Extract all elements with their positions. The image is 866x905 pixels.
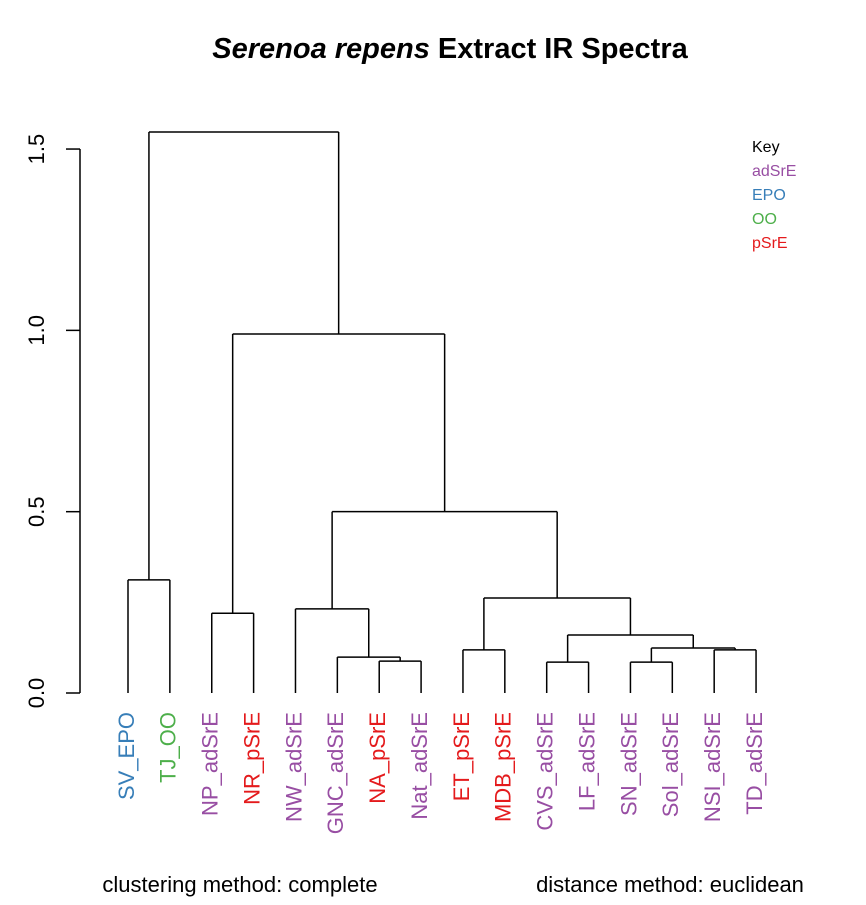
title-italic: Serenoa repens xyxy=(212,33,430,65)
key-title: Key xyxy=(752,139,780,156)
leaf-label: NP_adSrE xyxy=(198,712,223,816)
leaf-label: ET_pSrE xyxy=(449,712,474,801)
key-entry: EPO xyxy=(752,187,786,204)
leaf-label: Nat_adSrE xyxy=(407,712,432,820)
leaf-label: LF_adSrE xyxy=(574,712,599,811)
leaf-label: CVS_adSrE xyxy=(533,712,558,831)
y-tick-label: 0.0 xyxy=(24,678,49,709)
y-tick-label: 0.5 xyxy=(24,496,49,527)
y-tick-label: 1.5 xyxy=(24,134,49,165)
title-rest: Extract IR Spectra xyxy=(438,33,689,65)
leaf-label: GNC_adSrE xyxy=(323,712,348,834)
x-label-left: clustering method: complete xyxy=(102,872,377,897)
leaf-label: SV_EPO xyxy=(114,712,139,800)
leaf-label: NW_adSrE xyxy=(281,712,306,822)
leaf-label: NSI_adSrE xyxy=(700,712,725,822)
key-entry: adSrE xyxy=(752,163,796,180)
leaf-label: TD_adSrE xyxy=(742,712,767,815)
leaf-label: NA_pSrE xyxy=(365,712,390,804)
leaf-label: NR_pSrE xyxy=(239,712,264,805)
y-tick-label: 1.0 xyxy=(24,315,49,346)
leaf-label: MDB_pSrE xyxy=(491,712,516,822)
leaf-label: SN_adSrE xyxy=(616,712,641,816)
chart-title: Serenoa repens Extract IR Spectra xyxy=(212,33,688,65)
leaf-label: Sol_adSrE xyxy=(658,712,683,817)
x-label-right: distance method: euclidean xyxy=(536,872,804,897)
key-entry: pSrE xyxy=(752,235,788,252)
key-entry: OO xyxy=(752,211,777,228)
leaf-label: TJ_OO xyxy=(156,712,181,783)
